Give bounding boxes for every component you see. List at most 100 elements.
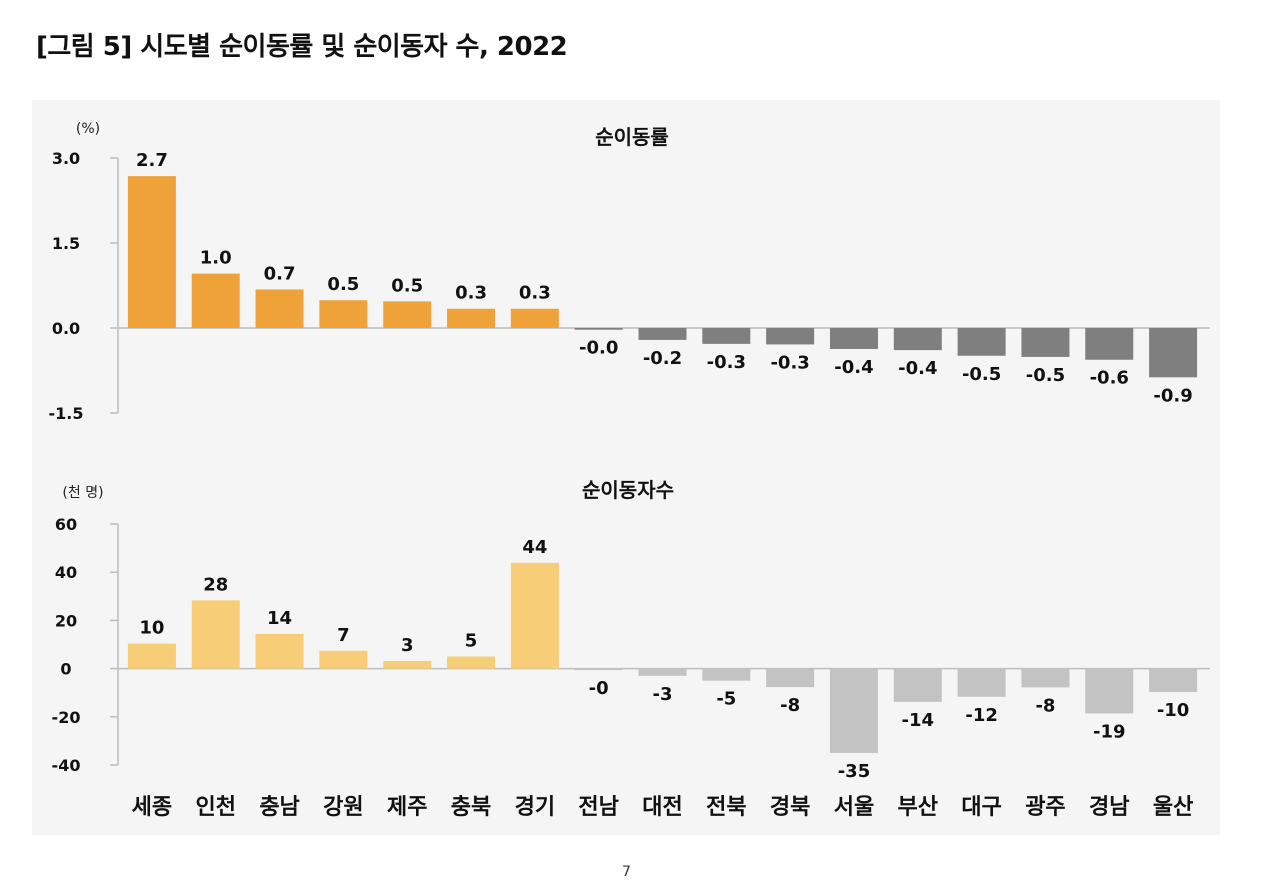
y-tick-label: 3.0 [52,149,80,168]
data-label: -0.6 [1090,368,1129,389]
rate-bars [127,176,1198,378]
category-label: 경남 [1089,795,1129,820]
y-tick-label: 20 [55,611,77,630]
data-label: 10 [139,618,164,639]
data-label: -0.2 [643,348,682,369]
rate-data-labels: 2.7 1.0 0.7 0.5 0.5 0.3 0.3 -0.0 -0.2 -0.3 -0.3 -0.… [136,150,1193,406]
data-label: 14 [267,608,292,629]
count-y-ticks: 60 40 20 0 -20 -40 [52,515,118,775]
data-label: -8 [780,695,800,716]
count-data-labels: 10 28 14 7 3 5 44 -0 -3 -5 -8 -35 -14 -12 -8 -19 -10 [139,537,1189,782]
y-tick-label: 40 [55,563,77,582]
category-label: 광주 [1025,795,1065,820]
bar-경기 [510,308,559,328]
data-label: 7 [337,625,350,646]
bar-강원 [319,650,368,669]
rate-y-ticks: 3.0 1.5 0.0 -1.5 [49,149,118,423]
data-label: -19 [1093,721,1126,742]
data-label: -0.9 [1153,385,1192,406]
bar-충남 [255,289,304,328]
y-tick-label: 1.5 [52,234,80,253]
category-label: 세종 [132,795,172,820]
data-label: -8 [1035,695,1055,716]
data-label: -0.5 [1026,365,1065,386]
y-tick-label: 60 [55,515,77,534]
data-label: -35 [838,761,871,782]
data-label: -0.0 [579,338,618,359]
bar-경북 [766,328,815,345]
figure-title: [그림 5] 시도별 순이동률 및 순이동자 수, 2022 [36,32,568,62]
count-axis-unit: (천 명) [62,485,103,501]
category-label: 전남 [578,795,618,820]
bar-광주 [1021,668,1070,688]
data-label: -0.4 [898,358,937,379]
bar-대전 [638,668,687,676]
data-label: -0.3 [770,352,809,373]
bar-경북 [766,668,815,688]
y-tick-label: -1.5 [49,404,84,423]
data-label: 28 [203,574,228,595]
bar-부산 [893,668,942,702]
category-label: 부산 [898,795,938,820]
bar-울산 [1149,668,1198,692]
count-chart-title: 순이동자수 [582,478,674,502]
data-label: 3 [401,635,414,656]
data-label: 2.7 [136,150,168,171]
category-label: 서울 [834,795,874,820]
bar-인천 [191,600,240,669]
bar-충북 [447,308,496,328]
data-label: 44 [522,537,547,558]
data-label: -0 [589,678,609,699]
data-label: -14 [902,710,935,731]
bar-세종 [127,643,176,669]
bar-전북 [702,328,751,344]
bar-제주 [383,660,432,669]
data-label: 1.0 [200,248,232,269]
category-label: 경북 [770,795,810,820]
net-migrants-chart: 순이동자수 (천 명) 60 40 20 0 -20 -40 10 28 14 7 3 5 44 -0 -… [52,478,1210,820]
data-label: 0.5 [391,275,423,296]
category-labels: 세종 인천 충남 강원 제주 충북 경기 전남 대전 전북 경북 서울 부산 대구 광주 경남 울산 [132,795,1194,820]
bar-대구 [957,328,1006,356]
count-bars [127,562,1198,753]
chart-canvas: 순이동률 (%) 3.0 1.5 0.0 -1.5 2.7 1.0 0.7 0.5 0.5 0.… [49,121,1210,820]
bar-경남 [1085,328,1134,360]
data-label: 5 [465,631,478,652]
data-label: 0.3 [455,283,487,304]
y-tick-label: 0.0 [52,319,80,338]
category-label: 충북 [451,795,491,820]
category-label: 강원 [323,795,363,820]
rate-axis-unit: (%) [76,121,100,137]
rate-chart-title: 순이동률 [595,125,669,149]
y-tick-label: -40 [52,756,81,775]
category-label: 울산 [1153,795,1193,820]
bar-경기 [510,562,559,669]
bar-경남 [1085,668,1134,714]
category-label: 인천 [195,795,235,820]
category-label: 대구 [961,795,1001,820]
data-label: -10 [1157,700,1190,721]
bar-제주 [383,301,432,328]
data-label: 0.3 [519,283,551,304]
data-label: -5 [716,689,736,710]
y-tick-label: -20 [52,708,81,727]
bar-서울 [829,328,878,349]
category-label: 경기 [515,795,555,820]
bar-전북 [702,668,751,681]
category-label: 대전 [642,795,682,820]
bar-충북 [447,656,496,669]
data-label: -0.4 [834,357,873,378]
bar-전남 [574,668,623,671]
bar-세종 [127,176,176,328]
bar-서울 [829,668,878,753]
net-migration-rate-chart: 순이동률 (%) 3.0 1.5 0.0 -1.5 2.7 1.0 0.7 0.5 0.5 0.… [49,121,1210,423]
data-label: -0.5 [962,364,1001,385]
data-label: 0.7 [264,263,296,284]
bar-전남 [574,328,623,330]
data-label: -0.3 [707,352,746,373]
page-number: 7 [622,864,631,880]
category-label: 충남 [259,795,299,820]
data-label: -3 [653,684,673,705]
bar-충남 [255,633,304,669]
bar-인천 [191,273,240,328]
